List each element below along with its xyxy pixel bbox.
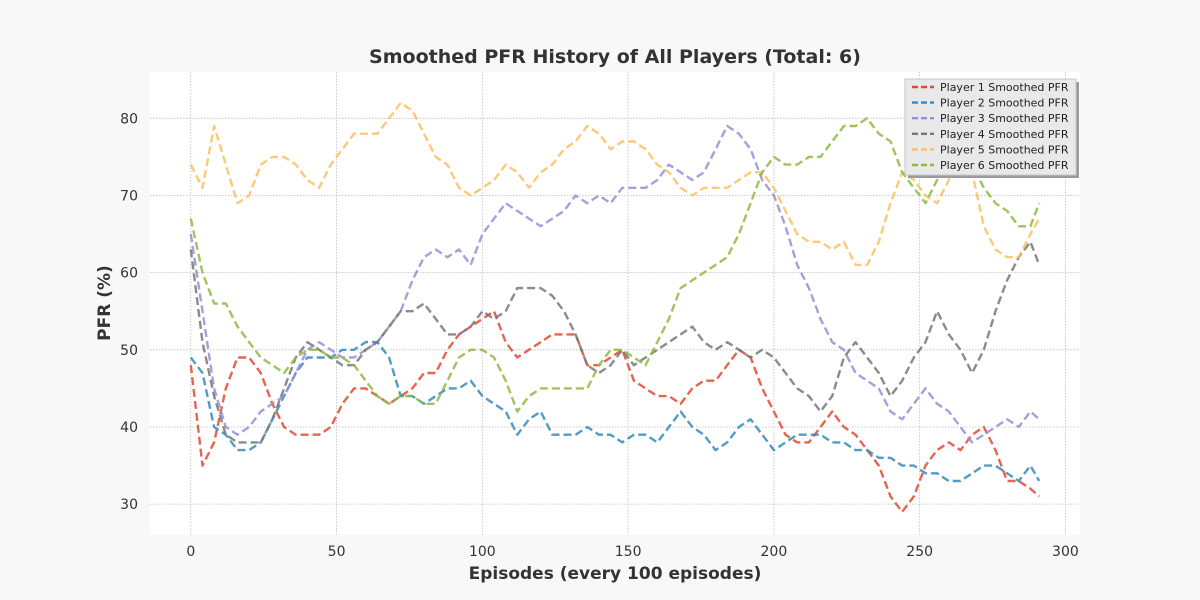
series-line-player-4 bbox=[189, 240, 1041, 444]
x-tick-label: 250 bbox=[906, 544, 933, 560]
legend: Player 1 Smoothed PFR Player 2 Smoothed P… bbox=[904, 78, 1079, 178]
y-tick-label: 70 bbox=[120, 188, 138, 204]
legend-label-player-5: Player 5 Smoothed PFR bbox=[940, 143, 1069, 156]
y-tick-label: 40 bbox=[120, 420, 138, 436]
y-tick-label: 60 bbox=[120, 266, 138, 282]
x-tick-label: 100 bbox=[469, 544, 496, 560]
legend-label-player-3: Player 3 Smoothed PFR bbox=[940, 112, 1069, 125]
series-line-player-6 bbox=[189, 117, 1041, 413]
x-axis-title: Episodes (every 100 episodes) bbox=[469, 564, 762, 584]
legend-label-player-4: Player 4 Smoothed PFR bbox=[940, 128, 1069, 141]
series-line-player-2 bbox=[189, 340, 1041, 483]
x-tick-label: 200 bbox=[761, 544, 788, 560]
y-tick-label: 50 bbox=[120, 343, 138, 359]
series-line-player-5 bbox=[189, 101, 1041, 267]
y-axis-title: PFR (%) bbox=[95, 265, 115, 341]
chart-title: Smoothed PFR History of All Players (Tot… bbox=[369, 46, 861, 68]
x-tick-layer: 0 50 100 150 200 250 300 bbox=[186, 544, 1078, 560]
x-tick-label: 50 bbox=[328, 544, 346, 560]
series-line-player-1 bbox=[189, 310, 1040, 514]
x-tick-label: 150 bbox=[615, 544, 642, 560]
series-layer bbox=[189, 101, 1041, 514]
legend-label-player-2: Player 2 Smoothed PFR bbox=[940, 97, 1069, 110]
legend-label-player-6: Player 6 Smoothed PFR bbox=[940, 159, 1069, 172]
series-line-player-3 bbox=[189, 124, 1040, 444]
y-tick-label: 30 bbox=[120, 497, 138, 513]
x-tick-label: 0 bbox=[186, 544, 195, 560]
y-tick-label: 80 bbox=[120, 111, 138, 127]
legend-box bbox=[904, 78, 1077, 176]
y-tick-layer: 30 40 50 60 70 80 bbox=[120, 111, 138, 513]
legend-items: Player 1 Smoothed PFR Player 2 Smoothed P… bbox=[912, 81, 1069, 172]
legend-label-player-1: Player 1 Smoothed PFR bbox=[940, 81, 1069, 94]
x-tick-label: 300 bbox=[1052, 544, 1079, 560]
